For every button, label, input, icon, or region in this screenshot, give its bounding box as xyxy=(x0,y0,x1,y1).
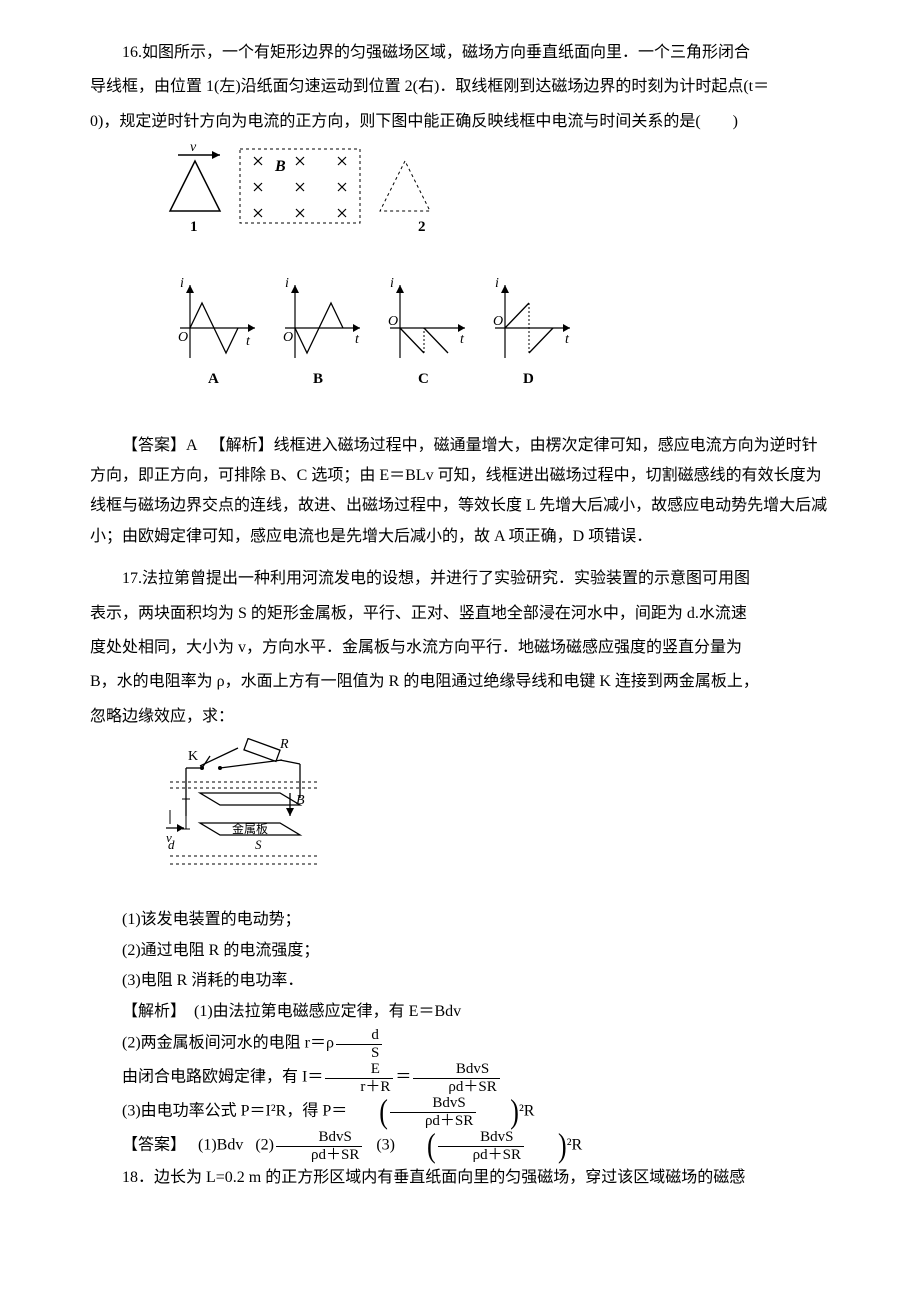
q17-sub-1: (1)该发电装置的电动势； xyxy=(90,905,830,935)
q16-answer-block: 【答案】A 【解析】线框进入磁场过程中，磁通量增大，由楞次定律可知，感应电流方向… xyxy=(90,431,830,553)
v-label: v xyxy=(190,143,197,155)
svg-text:B: B xyxy=(313,371,323,387)
svg-text:O: O xyxy=(283,330,293,345)
analysis-text: 线框进入磁场过程中，磁通量增大，由楞次定律可知，感应电流方向为逆时针方向，即正方… xyxy=(90,437,827,545)
q17-figure: R K 金属板 S d xyxy=(150,738,830,899)
q17-ana-2: (2)两金属板间河水的电阻 r＝ρdS xyxy=(90,1027,830,1061)
q16-figure: v 1 B 2 xyxy=(150,143,830,424)
svg-text:t: t xyxy=(460,332,465,347)
svg-text:t: t xyxy=(355,332,360,347)
b-label: B xyxy=(274,158,286,175)
svg-text:O: O xyxy=(388,314,398,329)
svg-text:t: t xyxy=(246,334,251,349)
q17-sub-2: (2)通过电阻 R 的电流强度； xyxy=(90,936,830,966)
svg-text:A: A xyxy=(208,371,219,387)
q17-final-answer: 【答案】 (1)Bdv (2)BdvSρd＋SR (3)(BdvSρd＋SR)²… xyxy=(90,1129,830,1163)
svg-text:C: C xyxy=(418,371,429,387)
svg-text:S: S xyxy=(255,837,262,852)
q17-sub-3: (3)电阻 R 消耗的电功率． xyxy=(90,966,830,996)
svg-text:O: O xyxy=(178,330,188,345)
q17-line-2: 表示，两块面积均为 S 的矩形金属板，平行、正对、竖直地全部浸在河水中，间距为 … xyxy=(90,599,830,629)
q16-line-3: 0)，规定逆时针方向为电流的正方向，则下图中能正确反映线框中电流与时间关系的是(… xyxy=(90,107,830,137)
q17-ana-3: 由闭合电路欧姆定律，有 I＝Er＋R＝BdvSρd＋SR xyxy=(90,1061,830,1095)
q16-line-2: 导线框，由位置 1(左)沿纸面匀速运动到位置 2(右)．取线框刚到达磁场边界的时… xyxy=(90,72,830,102)
svg-text:i: i xyxy=(285,276,289,291)
q18-line-1: 18．边长为 L=0.2 m 的正方形区域内有垂直纸面向里的匀强磁场，穿过该区域… xyxy=(90,1163,830,1193)
svg-text:O: O xyxy=(493,314,503,329)
answer-letter: A xyxy=(186,437,198,454)
q17-line-1: 17.法拉第曾提出一种利用河流发电的设想，并进行了实验研究．实验装置的示意图可用… xyxy=(90,564,830,594)
svg-text:i: i xyxy=(180,276,184,291)
svg-text:v: v xyxy=(166,830,172,845)
analysis-prefix: 【解析】 xyxy=(210,437,274,454)
svg-text:金属板: 金属板 xyxy=(232,821,268,836)
q17-line-4: B，水的电阻率为 ρ，水面上方有一阻值为 R 的电阻通过绝缘导线和电键 K 连接… xyxy=(90,667,830,697)
svg-text:t: t xyxy=(565,332,570,347)
q17-ana-1: 【解析】 (1)由法拉第电磁感应定律，有 E＝Bdv xyxy=(90,997,830,1027)
q17-line-5: 忽略边缘效应，求： xyxy=(90,702,830,732)
svg-text:D: D xyxy=(523,371,534,387)
svg-text:i: i xyxy=(495,276,499,291)
tri1-label: 1 xyxy=(190,219,198,235)
tri2-label: 2 xyxy=(418,219,426,235)
svg-text:K: K xyxy=(188,749,198,764)
answer-prefix: 【答案】 xyxy=(122,437,186,454)
svg-text:B: B xyxy=(296,793,305,808)
svg-text:i: i xyxy=(390,276,394,291)
svg-text:R: R xyxy=(279,738,289,752)
q16-line-1: 16.如图所示，一个有矩形边界的匀强磁场区域，磁场方向垂直纸面向里．一个三角形闭… xyxy=(90,38,830,68)
q17-line-3: 度处处相同，大小为 v，方向水平．金属板与水流方向平行．地磁场磁感应强度的竖直分… xyxy=(90,633,830,663)
q17-ana-4: (3)由电功率公式 P＝I²R，得 P＝(BdvSρd＋SR)²R xyxy=(90,1095,830,1129)
